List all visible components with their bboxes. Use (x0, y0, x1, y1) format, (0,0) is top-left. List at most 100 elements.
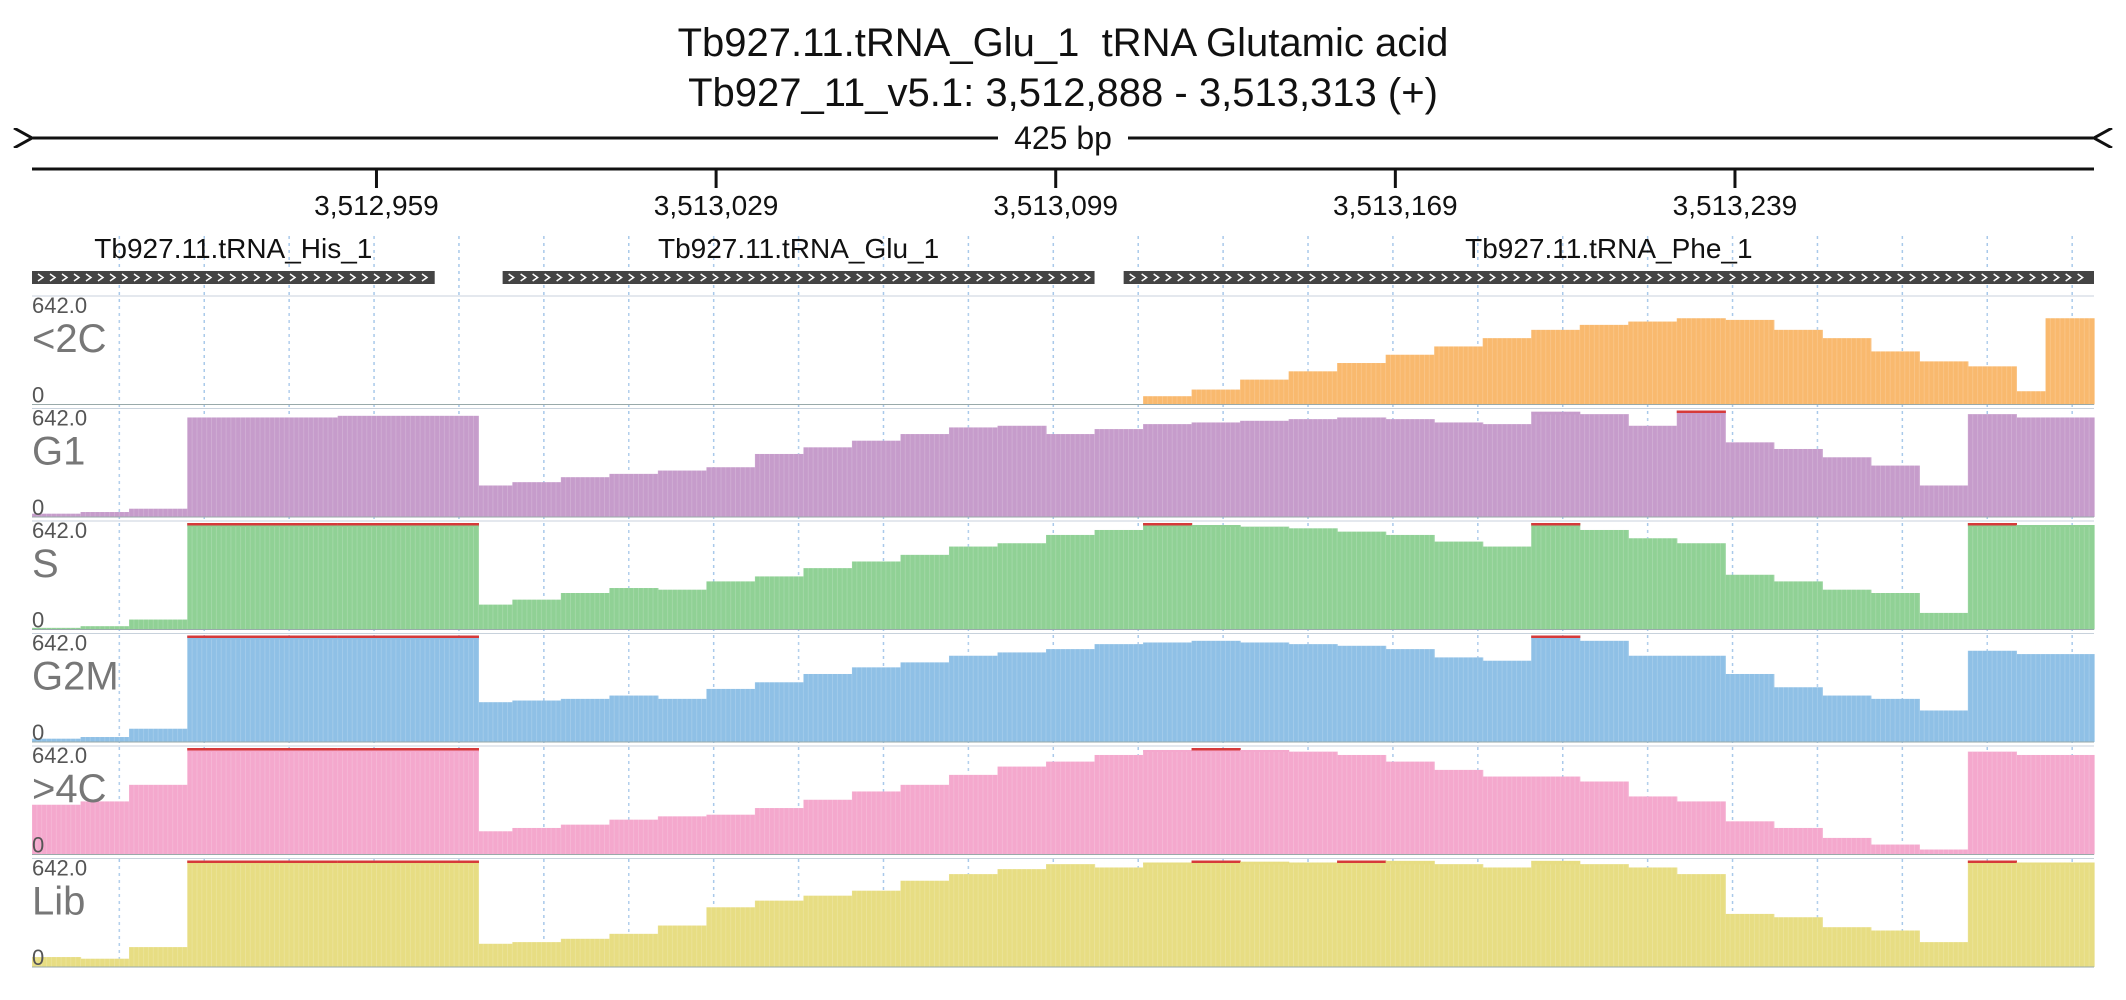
coverage-bar (900, 554, 950, 630)
track-scale-min: 0 (32, 608, 44, 633)
coverage-bar (1385, 761, 1435, 855)
coverage-bar (560, 477, 610, 517)
coverage-bar (1046, 434, 1096, 517)
track-name: S (32, 542, 59, 586)
coordinate-axis: 3,512,959 3,513,029 3,513,099 3,513,169 3,51… (32, 167, 2094, 221)
coverage-bar (1094, 644, 1144, 742)
track-scale-max: 642.0 (32, 406, 87, 431)
coverage-bar (851, 440, 902, 517)
coverage-bar (187, 417, 339, 517)
track-scale-min: 0 (32, 495, 44, 520)
coverage-bar (1434, 864, 1484, 967)
gene-strand-arrows (508, 273, 1091, 282)
coverage-bar (1337, 417, 1387, 517)
track-name: Lib (32, 880, 85, 924)
coverage-bar (997, 652, 1047, 742)
coverage-bar (2016, 654, 2047, 742)
coverage-bar (900, 662, 950, 742)
gene-feature-bar (1123, 271, 2094, 284)
axis-tick-label: 3,513,029 (654, 190, 779, 221)
clipped-marker (187, 860, 339, 863)
coverage-bar (512, 942, 562, 967)
coverage-bar (1676, 410, 1726, 517)
coverage-bar (1579, 529, 1629, 630)
clipped-marker (1676, 410, 1726, 413)
chart-title-block: Tb927.11.tRNA_Glu_1 tRNA Glutamic acid T… (0, 18, 2126, 118)
coverage-bar (1870, 465, 1920, 517)
coverage-bar (1288, 528, 1338, 630)
track-scale-max: 642.0 (32, 631, 87, 656)
coverage-bar (803, 673, 853, 742)
chart-subtitle-location: Tb927_11_v5.1: 3,512,888 - 3,513,313 (+) (688, 71, 1438, 115)
coverage-bar (129, 619, 188, 630)
coverage-bar (1870, 844, 1920, 855)
coverage-bar (1967, 523, 2017, 630)
clipped-marker (187, 523, 339, 526)
coverage-bar (478, 485, 513, 517)
coverage-bar (1967, 751, 2017, 855)
coverage-bar (512, 700, 562, 742)
coverage-track: 642.0 0 >4C (31, 743, 2095, 858)
coverage-bar (1482, 338, 1532, 405)
coverage-bar (1482, 867, 1532, 967)
coverage-track: 642.0 0 <2C (31, 293, 2095, 408)
coverage-bar (997, 425, 1047, 517)
coverage-bar (1482, 546, 1532, 630)
coverage-bar (754, 808, 805, 855)
coverage-bar (948, 427, 999, 517)
base-hatching (31, 752, 2090, 855)
coverage-bar (900, 434, 950, 517)
coverage-bar (512, 482, 562, 517)
coverage-bar (657, 589, 707, 630)
coverage-bar (1143, 642, 1193, 742)
coverage-bar (512, 599, 562, 630)
coverage-bar (1191, 389, 1241, 405)
coverage-bar (32, 738, 82, 742)
coverage-bar (1822, 695, 1872, 742)
coverage-bar (851, 667, 902, 742)
track-scale-min: 0 (32, 833, 44, 858)
coverage-bar (1676, 655, 1726, 742)
coverage-bar (948, 874, 999, 967)
coverage-bar (1288, 419, 1338, 517)
coverage-bar (129, 728, 188, 742)
gene-feature-bar (32, 271, 435, 284)
coverage-bar (1240, 526, 1290, 630)
coverage-bar (1143, 862, 1193, 967)
coverage-bar (948, 546, 999, 630)
coverage-bar (1531, 860, 1581, 967)
clipped-marker (1191, 748, 1241, 751)
coverage-bar (803, 568, 853, 630)
coverage-bar (1434, 541, 1484, 630)
coverage-bar (560, 938, 610, 967)
gene-label: Tb927.11.tRNA_His_1 (94, 233, 372, 264)
coverage-bar (2045, 862, 2095, 967)
coverage-bar (2045, 754, 2095, 855)
track-scale-min: 0 (32, 720, 44, 745)
coverage-bar (1822, 589, 1872, 630)
coverage-bar (80, 958, 130, 967)
coverage-bar (2016, 754, 2047, 855)
track-name: G1 (32, 430, 85, 474)
coverage-bar (997, 766, 1047, 855)
coverage-bar (1288, 644, 1338, 742)
coverage-bar (803, 799, 853, 855)
coverage-bar (32, 627, 82, 630)
axis-tick-label: 3,512,959 (314, 190, 439, 221)
axis-tick-label: 3,513,239 (1673, 190, 1798, 221)
coverage-bar (560, 824, 610, 855)
base-hatching (31, 864, 2090, 967)
coverage-bar (32, 957, 82, 967)
coverage-bar (1773, 687, 1823, 742)
coverage-bar (948, 774, 999, 855)
coverage-bar (657, 816, 707, 855)
coverage-bar (754, 682, 805, 742)
track-name: <2C (32, 317, 107, 361)
coverage-bar (1725, 821, 1775, 855)
coverage-bar (512, 827, 562, 855)
coverage-bar (1967, 860, 2017, 967)
coverage-track: 642.0 0 S (31, 518, 2095, 633)
coverage-bar (1579, 414, 1629, 517)
coverage-bar (2016, 524, 2047, 630)
coverage-bar (851, 561, 902, 630)
